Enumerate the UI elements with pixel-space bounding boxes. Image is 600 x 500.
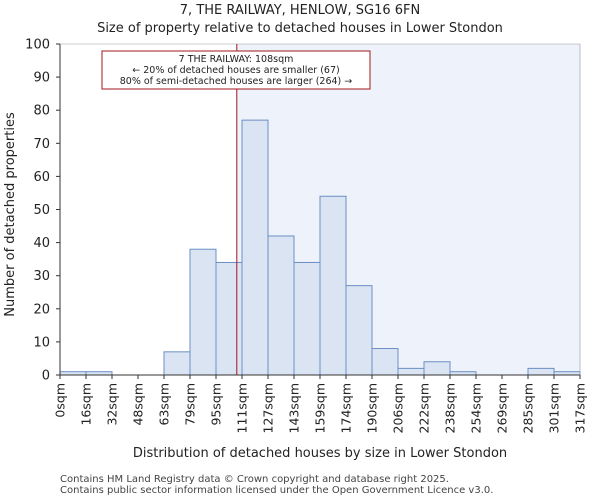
footer-copyright: Contains HM Land Registry data © Crown c… <box>60 474 449 485</box>
bar-206sqm <box>397 367 425 376</box>
x-tick-label-174sqm: 174sqm <box>339 383 354 433</box>
annotation-line-3: 80% of semi-detached houses are larger (… <box>120 76 353 87</box>
y-tick-label: 10 <box>33 335 50 350</box>
x-tick-label-16sqm: 16sqm <box>79 383 94 426</box>
x-tick-label-254sqm: 254sqm <box>469 383 484 433</box>
x-tick-label-238sqm: 238sqm <box>443 383 458 433</box>
x-tick-label-285sqm: 285sqm <box>521 383 536 433</box>
x-tick-label-32sqm: 32sqm <box>105 383 120 426</box>
x-tick-label-143sqm: 143sqm <box>287 383 302 433</box>
x-tick-label-269sqm: 269sqm <box>495 383 510 433</box>
bar-111sqm <box>241 119 269 376</box>
x-tick-label-317sqm: 317sqm <box>573 383 588 433</box>
y-tick-label: 70 <box>33 137 50 152</box>
x-tick-label-48sqm: 48sqm <box>131 383 146 426</box>
bar-285sqm <box>527 367 555 376</box>
y-tick-label: 40 <box>33 236 50 251</box>
bar-190sqm <box>371 348 399 376</box>
x-tick-label-79sqm: 79sqm <box>183 383 198 426</box>
bar-222sqm <box>423 361 451 376</box>
y-axis-title: Number of detached properties <box>3 112 18 317</box>
bar-79sqm <box>189 248 217 376</box>
bar-159sqm <box>319 195 347 376</box>
y-tick-label: 0 <box>42 369 50 384</box>
x-tick-label-63sqm: 63sqm <box>157 383 172 426</box>
bar-174sqm <box>345 285 373 376</box>
bar-63sqm <box>163 351 191 376</box>
y-tick-label: 50 <box>33 203 50 218</box>
bar-127sqm <box>267 235 295 376</box>
bar-143sqm <box>293 261 321 376</box>
annotation-line-1: 7 THE RAILWAY: 108sqm <box>179 54 294 65</box>
y-tick-label: 100 <box>25 38 50 53</box>
annotation-line-2: ← 20% of detached houses are smaller (67… <box>132 65 339 76</box>
x-tick-label-0sqm: 0sqm <box>53 383 68 418</box>
chart-subtitle: Size of property relative to detached ho… <box>97 21 503 36</box>
y-tick-label: 30 <box>33 269 50 284</box>
x-tick-label-159sqm: 159sqm <box>313 383 328 433</box>
y-tick-label: 90 <box>33 71 50 86</box>
x-tick-label-95sqm: 95sqm <box>209 383 224 426</box>
x-tick-label-222sqm: 222sqm <box>417 383 432 433</box>
x-tick-label-206sqm: 206sqm <box>391 383 406 433</box>
x-tick-label-301sqm: 301sqm <box>547 383 562 433</box>
bar-95sqm <box>215 261 243 376</box>
x-tick-label-190sqm: 190sqm <box>365 383 380 433</box>
footer-licence: Contains public sector information licen… <box>60 485 494 496</box>
chart-title: 7, THE RAILWAY, HENLOW, SG16 6FN <box>179 3 421 18</box>
y-tick-label: 60 <box>33 170 50 185</box>
x-tick-label-111sqm: 111sqm <box>235 383 250 433</box>
x-tick-label-127sqm: 127sqm <box>261 383 276 433</box>
y-tick-label: 80 <box>33 104 50 119</box>
y-tick-label: 20 <box>33 302 50 317</box>
annotation-box <box>101 50 371 90</box>
x-axis-title: Distribution of detached houses by size … <box>133 446 507 461</box>
